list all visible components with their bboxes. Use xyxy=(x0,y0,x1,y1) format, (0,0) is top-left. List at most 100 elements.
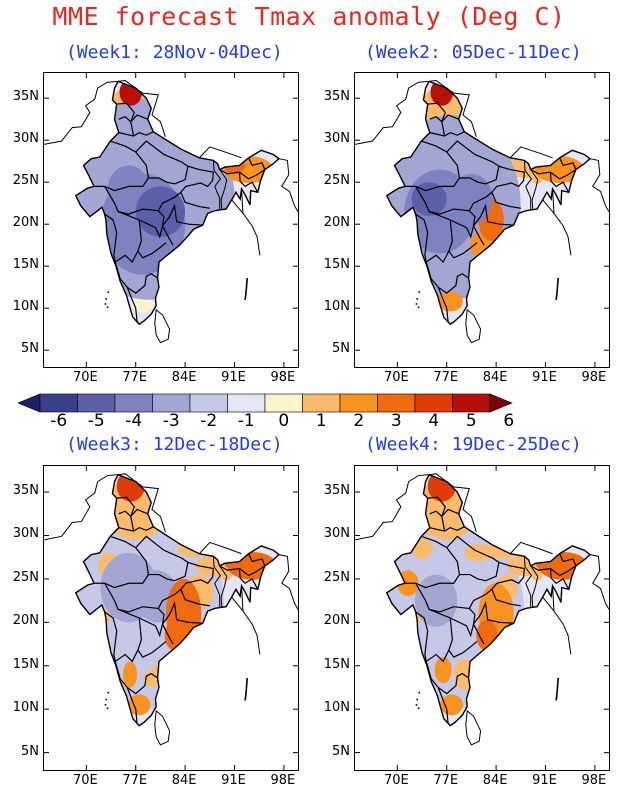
state-boundary xyxy=(117,203,203,239)
colorbar-segment xyxy=(77,393,116,413)
state-boundary xyxy=(405,140,461,192)
lakshadweep-island xyxy=(107,691,110,694)
country-boundary xyxy=(446,481,477,533)
colorbar-extend-low xyxy=(18,393,41,413)
country-boundary xyxy=(530,565,539,607)
map-panel-week2 xyxy=(354,72,610,368)
colorbar-tick-label: 3 xyxy=(390,411,402,431)
anomaly-region xyxy=(96,609,111,627)
anomaly-region xyxy=(135,186,186,237)
lat-tick-label: 15N xyxy=(12,656,39,672)
india-outline xyxy=(74,80,281,326)
state-boundary xyxy=(114,649,139,663)
state-boundary xyxy=(425,661,469,695)
map-svg xyxy=(355,466,609,770)
state-boundary xyxy=(441,508,459,532)
state-boundary xyxy=(104,582,182,613)
state-boundary xyxy=(104,186,182,215)
lat-tick-label: 30N xyxy=(323,131,350,147)
lon-tick-label: 98E xyxy=(581,370,607,385)
lat-tick-label: 5N xyxy=(21,743,39,759)
country-boundary xyxy=(231,596,244,612)
state-boundary xyxy=(94,535,150,589)
state-boundary xyxy=(114,261,158,294)
state-boundary xyxy=(238,568,259,590)
india-outline xyxy=(74,473,281,727)
sri-lanka-outline xyxy=(465,709,482,746)
state-boundary xyxy=(559,553,577,567)
anomaly-region xyxy=(434,657,452,684)
colorbar-segment xyxy=(152,393,191,413)
state-boundary xyxy=(530,169,577,180)
lon-tick-label: 91E xyxy=(221,773,246,788)
country-boundary xyxy=(542,596,555,612)
lat-tick-label: 10N xyxy=(323,700,350,716)
lakshadweep-island xyxy=(415,703,418,706)
lon-tick-label: 84E xyxy=(482,773,508,788)
country-boundary xyxy=(523,160,533,210)
sri-lanka-outline xyxy=(154,709,171,746)
lat-tick-label: 30N xyxy=(12,526,39,542)
country-boundary xyxy=(198,146,242,159)
lon-tick-label: 91E xyxy=(532,370,557,385)
lat-tick-label: 15N xyxy=(323,257,350,273)
lon-tick-label: 70E xyxy=(383,773,409,788)
state-boundary xyxy=(428,203,514,239)
country-boundary xyxy=(241,585,261,655)
colorbar-tick-label: -2 xyxy=(200,411,218,431)
colorbar-segment xyxy=(264,393,303,413)
state-boundary xyxy=(415,611,429,662)
lat-tick-label: 20N xyxy=(12,613,39,629)
state-boundary xyxy=(425,649,450,663)
state-boundary xyxy=(437,687,449,725)
andaman-islands xyxy=(555,277,559,300)
country-boundary xyxy=(212,160,222,210)
lat-tick-label: 25N xyxy=(12,569,39,585)
lon-tick-label: 84E xyxy=(171,773,197,788)
lat-tick-label: 10N xyxy=(12,700,39,716)
colorbar-tick-label: -4 xyxy=(125,411,143,431)
lon-tick-label: 98E xyxy=(270,773,296,788)
colorbar-segment xyxy=(339,393,378,413)
state-boundary xyxy=(491,561,525,607)
week1-label: (Week1: 28Nov-04Dec) xyxy=(66,42,283,63)
colorbar-segment xyxy=(39,393,78,413)
anomaly-region xyxy=(118,622,161,675)
lon-tick-label: 84E xyxy=(171,370,197,385)
lat-tick-label: 35N xyxy=(12,483,39,499)
state-boundary xyxy=(114,250,139,263)
map-panel-week4 xyxy=(354,465,610,771)
week4-label: (Week4: 19Dec-25Dec) xyxy=(365,434,582,455)
lakshadweep-island xyxy=(106,707,109,710)
anomaly-region xyxy=(450,570,486,614)
map-panel-week1 xyxy=(43,72,299,368)
state-boundary xyxy=(425,250,450,263)
state-boundary xyxy=(118,131,154,137)
lakshadweep-island xyxy=(417,306,420,309)
lon-tick-label: 70E xyxy=(72,773,98,788)
country-boundary xyxy=(278,554,298,610)
anomaly-region xyxy=(411,182,447,216)
state-boundary xyxy=(468,608,485,645)
andaman-islands xyxy=(555,677,559,701)
colorbar-tick-label: 0 xyxy=(278,411,290,431)
state-boundary xyxy=(180,561,214,607)
lat-tick-label: 5N xyxy=(21,341,39,357)
lat-tick-label: 35N xyxy=(12,89,39,105)
lat-tick-label: 25N xyxy=(323,569,350,585)
week2-label: (Week2: 05Dec-11Dec) xyxy=(365,42,582,63)
colorbar-tick-label: 6 xyxy=(503,411,515,431)
lat-tick-label: 10N xyxy=(323,299,350,315)
country-boundary xyxy=(509,541,553,555)
state-boundary xyxy=(180,165,214,209)
lat-tick-label: 35N xyxy=(323,483,350,499)
lat-tick-label: 5N xyxy=(332,743,350,759)
map-svg xyxy=(355,73,609,367)
state-boundary xyxy=(468,210,485,246)
state-boundary xyxy=(248,553,266,567)
state-boundary xyxy=(104,213,118,263)
lat-tick-label: 20N xyxy=(323,613,350,629)
state-boundary xyxy=(448,219,478,259)
country-boundary xyxy=(219,169,228,210)
anomaly-region xyxy=(411,538,433,559)
